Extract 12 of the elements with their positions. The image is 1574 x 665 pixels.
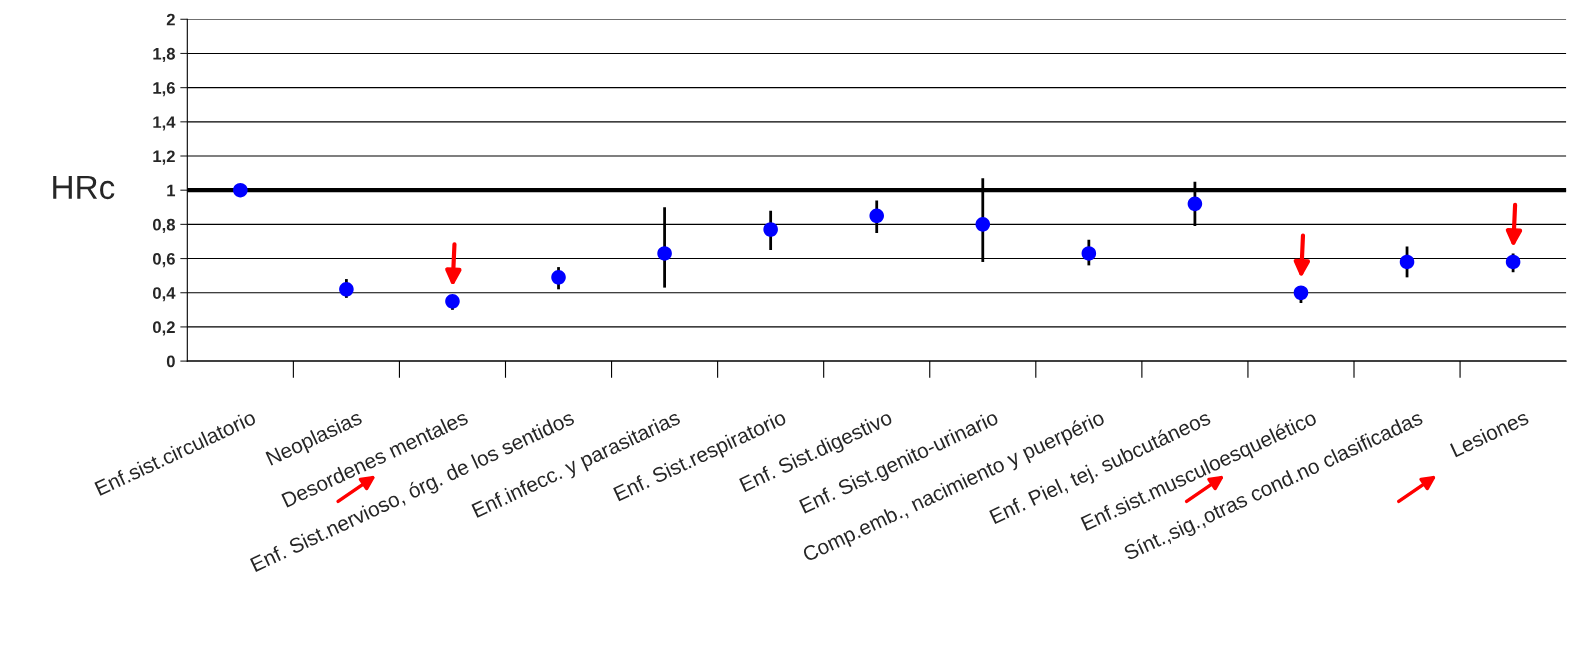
y-tick-label: 0,8: [152, 218, 175, 233]
y-tick-label: 1: [167, 184, 176, 197]
y-tick-label: 0: [166, 355, 175, 368]
y-tick-label: 0,4: [152, 287, 176, 302]
y-tick-label: 0,6: [152, 252, 175, 268]
y-tick-label: 1,2: [153, 150, 175, 165]
y-tick-label: 1,8: [153, 47, 175, 63]
y-tick-label: 2: [166, 13, 175, 26]
y-tick-label: 0,2: [152, 321, 175, 336]
y-axis-title: HRc: [53, 175, 115, 200]
y-tick-label: 1,4: [153, 116, 176, 131]
y-tick-label: 1,6: [153, 82, 175, 97]
